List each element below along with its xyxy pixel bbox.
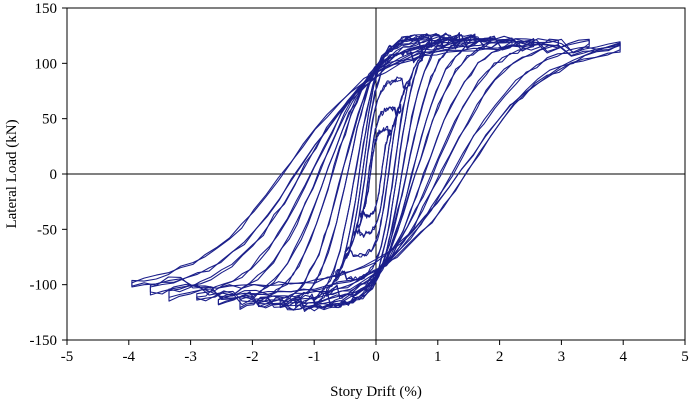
y-axis-title: Lateral Load (kN) <box>4 119 20 228</box>
y-tick-label: -100 <box>30 278 58 294</box>
x-tick-label: -1 <box>308 349 321 365</box>
hysteresis-loop <box>360 125 392 219</box>
x-axis-title: Story Drift (%) <box>330 384 422 400</box>
x-tick-label: 2 <box>496 349 504 365</box>
series-layer <box>131 32 621 312</box>
hysteresis-loop <box>196 35 559 306</box>
y-tick-label: -50 <box>37 222 57 238</box>
y-tick-label: 50 <box>42 112 57 128</box>
labels-layer: -5 -4 -3 -2 -1 0 1 2 3 4 5 -150 -100 -50 0 50 100 150 <box>30 1 689 365</box>
x-tick-label: 5 <box>681 349 689 365</box>
x-tick-label: 4 <box>619 349 627 365</box>
x-tick-label: 1 <box>434 349 442 365</box>
hysteresis-loop <box>149 38 621 297</box>
y-tick-label: 0 <box>50 167 58 183</box>
x-tick-label: 3 <box>558 349 566 365</box>
hysteresis-loop <box>196 38 559 303</box>
y-tick-label: -150 <box>30 333 58 349</box>
y-tick-label: 100 <box>35 56 58 72</box>
hysteresis-loop <box>258 34 491 311</box>
y-tick-label: 150 <box>35 1 58 17</box>
hysteresis-loop <box>279 33 476 310</box>
x-tick-label: 0 <box>372 349 380 365</box>
hysteresis-loop <box>239 34 513 311</box>
hysteresis-loop <box>131 42 621 289</box>
hysteresis-loop <box>217 35 535 309</box>
hysteresis-loop <box>258 34 491 311</box>
x-tick-label: -4 <box>123 349 136 365</box>
axes-layer <box>62 7 686 345</box>
hysteresis-loop <box>168 38 590 302</box>
x-tick-label: -5 <box>61 349 74 365</box>
x-tick-label: -3 <box>184 349 197 365</box>
x-tick-label: -2 <box>246 349 259 365</box>
